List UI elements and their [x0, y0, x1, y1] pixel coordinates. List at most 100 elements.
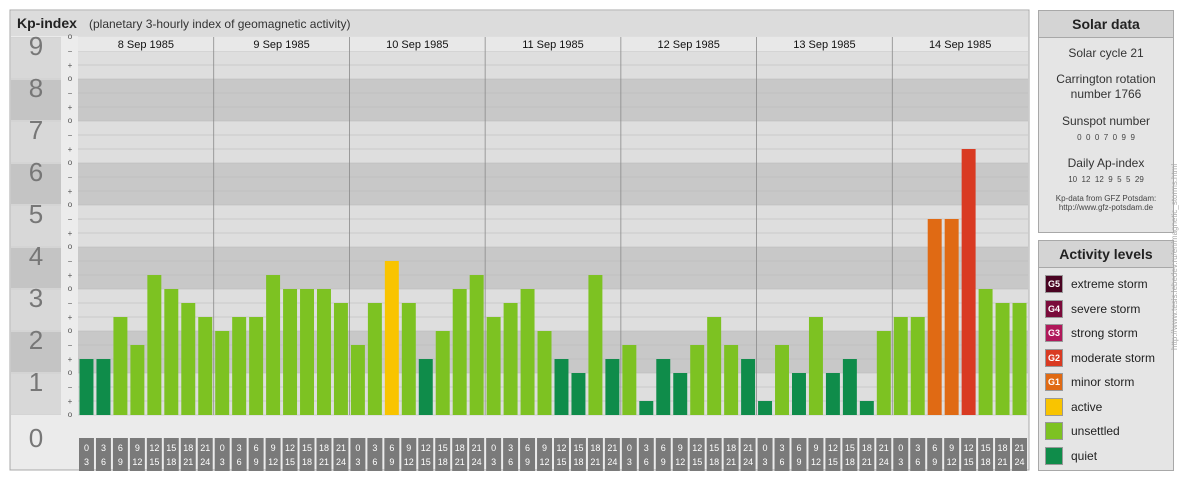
activity-level-5: active	[1045, 395, 1167, 420]
subdiv-o: o	[68, 74, 73, 83]
y-label-band	[11, 374, 61, 414]
day-label: 13 Sep 1985	[793, 39, 855, 51]
day-label: 10 Sep 1985	[386, 39, 448, 51]
activity-level-7: quiet	[1045, 444, 1167, 469]
subdiv-o: o	[68, 284, 73, 293]
kp-bar	[198, 317, 213, 415]
time-box	[265, 438, 281, 471]
time-start: 15	[438, 443, 448, 453]
credit-url[interactable]: http://www.tesis.lebedev.ru/en/magnetic_…	[1170, 163, 1179, 350]
time-end: 12	[947, 457, 957, 467]
kp-bar	[215, 331, 230, 415]
kp-bar	[944, 218, 959, 415]
time-start: 21	[1015, 443, 1025, 453]
activity-level-label: strong storm	[1071, 326, 1138, 341]
kp-bar	[232, 317, 247, 415]
time-start: 15	[845, 443, 855, 453]
time-box	[876, 438, 892, 471]
y-label-band	[11, 290, 61, 330]
subdiv-o: o	[68, 410, 73, 419]
time-end: 12	[132, 457, 142, 467]
time-box	[638, 438, 654, 471]
day-label: 11 Sep 1985	[522, 39, 584, 51]
activity-level-0: G5 extreme storm	[1045, 272, 1167, 297]
kp-bar	[486, 317, 501, 415]
y-tick-label: 2	[29, 325, 43, 355]
subdiv-plus: +	[68, 229, 73, 238]
time-box	[893, 438, 909, 471]
activity-level-label: active	[1071, 399, 1103, 414]
source-line-2[interactable]: http://www.gfz-potsdam.de	[1058, 203, 1154, 212]
time-end: 18	[845, 457, 855, 467]
time-start: 21	[200, 443, 210, 453]
time-end: 21	[998, 457, 1008, 467]
activity-level-label: severe storm	[1071, 301, 1141, 316]
activity-level-label: extreme storm	[1071, 277, 1148, 292]
activity-levels-list: G5 extreme storm G4 severe storm G3 strong st…	[1039, 268, 1173, 472]
time-start: 15	[709, 443, 719, 453]
kp-bar	[639, 401, 654, 415]
time-box	[197, 438, 213, 471]
time-box	[944, 438, 960, 471]
time-end: 15	[964, 457, 974, 467]
time-start: 12	[692, 443, 702, 453]
time-box	[350, 438, 366, 471]
kp-bar	[181, 302, 196, 415]
time-box	[706, 438, 722, 471]
y-label-band	[11, 248, 61, 288]
kp-bar	[469, 275, 484, 415]
time-end: 6	[644, 457, 649, 467]
time-box	[570, 438, 586, 471]
time-start: 12	[149, 443, 159, 453]
time-end: 9	[389, 457, 394, 467]
activity-level-swatch: G3	[1045, 324, 1063, 343]
activity-levels-title: Activity levels	[1039, 241, 1173, 268]
time-box	[825, 438, 841, 471]
time-start: 9	[678, 443, 683, 453]
kp-bar	[622, 344, 637, 415]
kp-bar	[910, 317, 925, 415]
time-end: 18	[573, 457, 583, 467]
kp-bar	[724, 344, 739, 415]
kp-bar	[113, 317, 128, 415]
kp-bar	[1012, 302, 1027, 415]
kp-band	[78, 79, 1028, 121]
subdiv-minus: −	[68, 47, 73, 56]
time-end: 21	[726, 457, 736, 467]
time-end: 24	[879, 457, 889, 467]
time-end: 24	[743, 457, 753, 467]
kp-bar	[418, 359, 433, 415]
time-start: 15	[302, 443, 312, 453]
time-box	[180, 438, 196, 471]
day-labels: 8 Sep 1985 9 Sep 1985 10 Sep 1985 11 Sep 19…	[78, 37, 1028, 415]
solar-cycle: Solar cycle 21	[1068, 46, 1144, 60]
kp-bar	[283, 289, 298, 415]
subdiv-plus: +	[68, 397, 73, 406]
time-box	[79, 438, 94, 471]
time-end: 21	[319, 457, 329, 467]
subdiv-plus: +	[68, 61, 73, 70]
time-box	[486, 438, 502, 471]
day-label: 14 Sep 1985	[929, 39, 991, 51]
time-box	[723, 438, 739, 471]
kp-bar	[96, 359, 111, 415]
time-box	[469, 438, 485, 471]
kp-bar	[656, 359, 671, 415]
kp-bar	[825, 373, 840, 415]
y-subdivision-labels: o + − o + − o + − o + − o + − o + − o + − o + − o + − o	[68, 32, 73, 419]
subdiv-column	[61, 37, 78, 415]
kp-bar	[164, 289, 179, 415]
time-box	[961, 438, 977, 471]
y-tick-label: 7	[29, 115, 43, 145]
kp-bar	[927, 218, 942, 415]
kp-bar	[147, 275, 162, 415]
time-start: 0	[898, 443, 903, 453]
kp-bar	[249, 317, 264, 415]
kp-bar	[79, 359, 94, 415]
time-box	[282, 438, 298, 471]
time-box	[129, 438, 145, 471]
time-start: 6	[525, 443, 530, 453]
kp-bar	[792, 373, 806, 415]
time-box	[859, 438, 875, 471]
